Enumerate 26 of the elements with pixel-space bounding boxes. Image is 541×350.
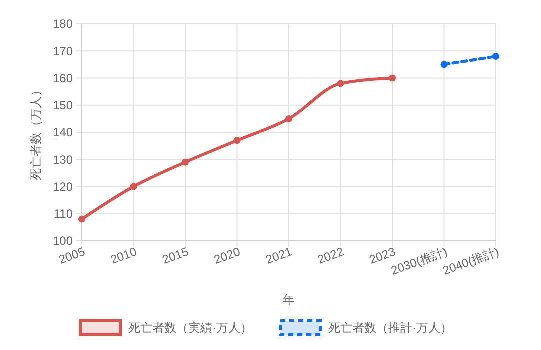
y-tick-label: 150 — [52, 98, 74, 113]
x-tick-label: 2015 — [160, 244, 191, 267]
point — [234, 137, 241, 144]
point — [286, 115, 292, 122]
y-axis-title: 死亡者数（万人） — [29, 84, 43, 180]
point — [440, 61, 448, 68]
y-tick-label: 170 — [52, 44, 74, 58]
y-tick-label: 110 — [54, 207, 74, 222]
y-tick-label: 180 — [52, 17, 74, 32]
point — [182, 158, 189, 166]
y-tick-label: 120 — [52, 180, 74, 194]
x-tick-label: 2010 — [108, 244, 140, 267]
legend-label: 死亡者数（推計·万人） — [328, 321, 452, 336]
x-axis-title: 年 — [283, 293, 295, 307]
point — [389, 74, 396, 82]
x-tick-label: 2022 — [316, 244, 346, 267]
point — [78, 216, 86, 223]
x-tick-label: 2021 — [264, 244, 294, 267]
y-tick-label: 140 — [52, 126, 74, 140]
point — [492, 53, 500, 60]
x-tick-label: 2020 — [212, 244, 243, 267]
y-tick-label: 130 — [52, 152, 74, 167]
point — [337, 80, 344, 88]
point — [130, 183, 138, 190]
y-tick-label: 160 — [52, 71, 74, 86]
legend-label: 死亡者数（実績·万人） — [128, 321, 252, 336]
